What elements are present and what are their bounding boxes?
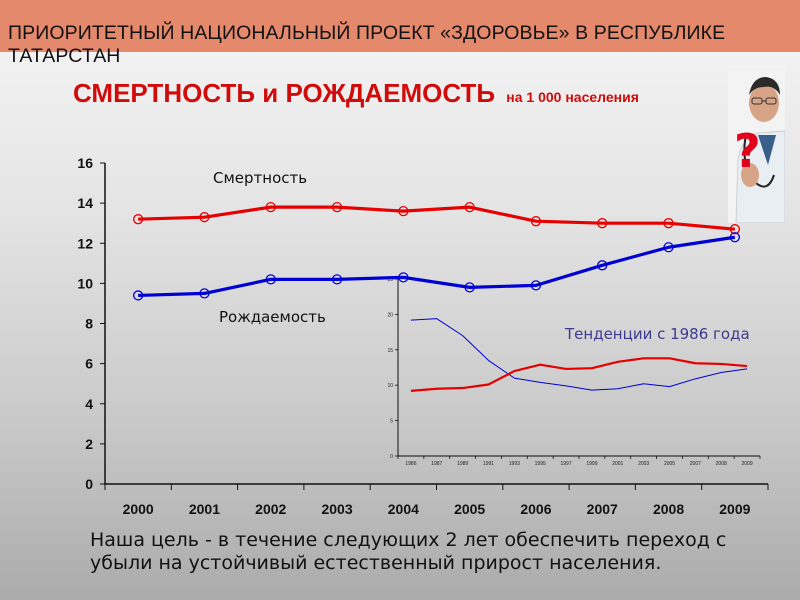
data-point-marker [132, 214, 144, 225]
chart-title-main: СМЕРТНОСТЬ и РОЖДАЕМОСТЬ [73, 78, 496, 108]
inset-x-tick-label: 2005 [664, 461, 675, 467]
inset-mortality-line [410, 357, 748, 392]
y-tick-label: 10 [77, 275, 93, 291]
inset-y-tick-label: 10 [387, 383, 393, 389]
y-tick-label: 12 [77, 235, 93, 251]
inset-y-tick-label: 15 [387, 348, 393, 354]
inset-x-tick-label: 1999 [586, 461, 597, 467]
inset-x-tick-label: 2003 [638, 461, 649, 467]
main-series [132, 201, 740, 301]
data-point-marker [398, 272, 409, 283]
data-point-marker [597, 260, 608, 271]
x-tick-label: 2006 [520, 501, 551, 517]
header-band [0, 0, 800, 52]
birth-line [138, 235, 736, 298]
inset-y-tick-label: 20 [387, 312, 393, 318]
data-point-marker [663, 218, 674, 229]
x-tick-label: 2008 [653, 501, 684, 517]
inset-x-tick-label: 2009 [742, 461, 753, 467]
inset-x-tick-label: 1986 [405, 461, 416, 467]
data-point-marker [265, 274, 276, 285]
data-point-marker [597, 218, 608, 229]
inset-y-tick-label: 5 [390, 419, 393, 425]
svg-text:?: ? [734, 124, 761, 178]
goal-text: Наша цель - в течение следующих 2 лет об… [90, 529, 727, 574]
y-tick-label: 4 [85, 396, 93, 412]
x-tick-label: 2001 [189, 501, 220, 517]
y-tick-label: 16 [77, 155, 93, 171]
inset-x-tick-label: 2007 [690, 461, 701, 467]
inset-y-tick-label: 25 [387, 277, 393, 283]
x-tick-label: 2004 [388, 501, 419, 517]
y-tick-label: 2 [85, 436, 93, 452]
doctor-image: ? [728, 65, 785, 223]
chart-title: СМЕРТНОСТЬ и РОЖДАЕМОСТЬ на 1 000 населе… [73, 78, 639, 109]
x-tick-label: 2007 [587, 501, 618, 517]
data-point-marker [530, 216, 542, 227]
main-y-axis: 0 2 4 6 8 10 12 14 16 [77, 155, 106, 492]
data-point-marker [464, 282, 475, 293]
chart-title-sub: на 1 000 населения [506, 89, 639, 105]
inset-x-tick-label: 1995 [535, 461, 546, 467]
y-tick-label: 8 [85, 316, 93, 332]
data-point-marker [199, 288, 210, 299]
y-tick-label: 6 [85, 356, 93, 372]
inset-x-tick-label: 1989 [457, 461, 468, 467]
inset-y-tick-label: 0 [390, 454, 393, 460]
data-point-marker [331, 201, 343, 213]
y-tick-label: 0 [85, 476, 93, 492]
data-point-marker [398, 205, 409, 217]
inset-x-tick-label: 1993 [509, 461, 520, 467]
data-point-marker [132, 290, 144, 301]
y-tick-label: 14 [77, 195, 93, 211]
data-point-marker [265, 201, 276, 213]
data-point-marker [331, 274, 343, 285]
inset-x-tick-label: 2008 [716, 461, 727, 467]
doctor-illustration-icon: ? [728, 65, 785, 223]
inset-chart: 0 5 10 15 20 25 1986 1987 1989 1991 1993 1995 1997 1… [387, 277, 761, 467]
main-x-axis: 2000 2001 2002 2003 2004 2005 2006 2007 2008 2009 [104, 483, 769, 517]
x-tick-label: 2005 [454, 501, 485, 517]
inset-x-tick-label: 1987 [431, 461, 442, 467]
inset-x-tick-label: 2001 [612, 461, 623, 467]
data-point-marker [729, 232, 740, 243]
data-point-marker [199, 212, 210, 223]
x-tick-label: 2002 [255, 501, 286, 517]
x-tick-label: 2009 [719, 501, 750, 517]
inset-birth-line [410, 318, 748, 391]
mortality-line [138, 205, 735, 231]
data-point-marker [663, 242, 674, 253]
data-point-marker [729, 224, 740, 235]
x-tick-label: 2003 [321, 501, 352, 517]
data-point-marker [464, 201, 475, 213]
inset-x-tick-label: 1997 [561, 461, 572, 467]
x-tick-label: 2000 [123, 501, 154, 517]
mortality-label: Смертность [213, 169, 307, 187]
data-point-marker [530, 280, 542, 291]
inset-title: Тенденции с 1986 года [564, 325, 750, 343]
slide-title: ПРИОРИТЕТНЫЙ НАЦИОНАЛЬНЫЙ ПРОЕКТ «ЗДОРОВ… [8, 22, 726, 67]
birth-label: Рождаемость [219, 308, 326, 326]
inset-x-tick-label: 1991 [483, 461, 494, 467]
